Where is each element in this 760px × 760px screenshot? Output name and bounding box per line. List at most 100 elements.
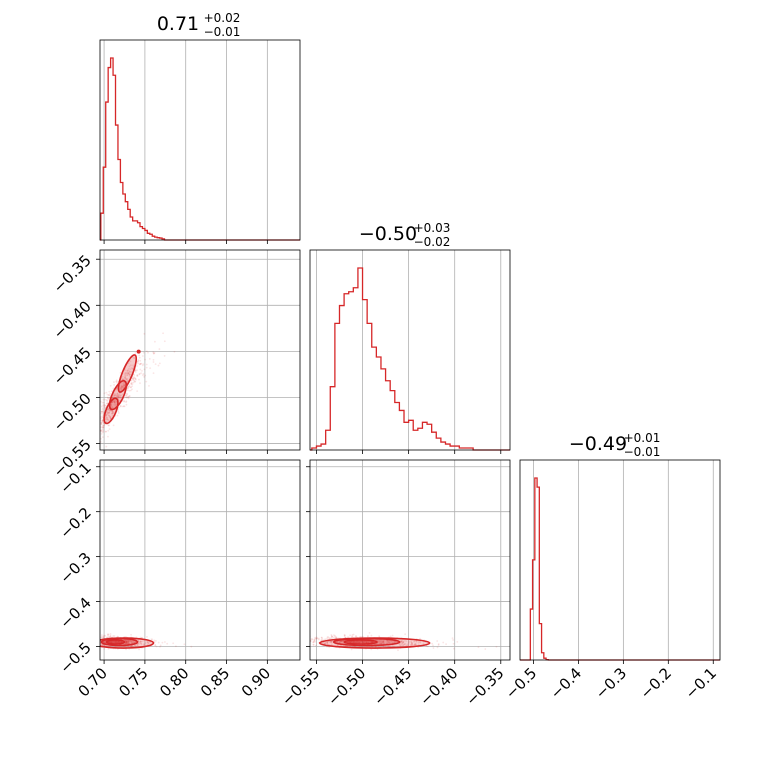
sample-point [138, 373, 141, 376]
sample-point [315, 637, 318, 640]
density-contour [105, 639, 126, 645]
sample-point [114, 389, 117, 392]
sample-point [313, 637, 316, 639]
sample-point [122, 382, 125, 384]
sample-point [313, 639, 316, 642]
sample-point [120, 388, 123, 390]
sample-point [98, 420, 100, 422]
sample-point [104, 635, 106, 637]
sample-point [97, 637, 99, 639]
sample-point [400, 640, 402, 643]
sample-point [125, 378, 128, 381]
sample-point [107, 409, 110, 412]
sample-point [338, 641, 341, 643]
sample-point [111, 405, 114, 408]
sample-point [331, 635, 333, 638]
x-tick-label: −0.55 [278, 664, 323, 709]
sample-point [89, 442, 91, 444]
sample-point [93, 442, 95, 444]
sample-point [136, 644, 139, 647]
sample-point [115, 393, 117, 396]
sample-point [123, 372, 126, 375]
sample-point [330, 640, 333, 643]
sample-point [103, 424, 105, 427]
sample-point [437, 643, 440, 645]
sample-point [106, 418, 109, 421]
sample-point [95, 417, 97, 419]
sample-point [152, 358, 155, 361]
sample-point [370, 648, 373, 651]
sample-point [127, 372, 130, 375]
sample-point [91, 641, 93, 643]
sample-point [145, 366, 148, 369]
sample-point [131, 388, 133, 391]
sample-point [410, 640, 413, 643]
sample-point [382, 640, 385, 643]
sample-point [134, 369, 137, 372]
sample-point [114, 399, 116, 402]
sample-point [142, 351, 145, 354]
sample-point [134, 377, 137, 380]
sample-point [139, 363, 142, 365]
sample-point [402, 644, 404, 647]
sample-point [130, 367, 133, 369]
sample-point [130, 364, 132, 367]
sample-point [86, 640, 88, 642]
sample-point [108, 409, 111, 412]
sample-point [92, 641, 94, 643]
sample-point [106, 412, 109, 415]
sample-point [152, 351, 155, 354]
sample-point [111, 401, 114, 404]
sample-point [127, 395, 130, 398]
sample-point [121, 386, 124, 388]
sample-point [115, 380, 118, 383]
sample-point [377, 640, 380, 643]
sample-point [93, 438, 95, 440]
sample-point [125, 640, 128, 643]
sample-point [109, 633, 112, 635]
sample-point [100, 412, 102, 415]
sample-point [111, 410, 114, 412]
sample-point [484, 648, 487, 650]
sample-point [88, 435, 90, 437]
sample-point [127, 397, 130, 400]
sample-point [335, 636, 338, 639]
sample-point [108, 636, 111, 638]
sample-point [392, 645, 394, 648]
sample-point [388, 640, 390, 643]
sample-point [102, 426, 105, 428]
sample-point [101, 401, 104, 404]
sample-point [166, 642, 169, 645]
sample-point [108, 410, 111, 412]
sample-point [104, 641, 107, 643]
sample-point [102, 641, 105, 643]
sample-point [92, 640, 94, 642]
sample-point [96, 637, 98, 639]
sample-point [93, 437, 95, 439]
sample-point [317, 637, 320, 640]
sample-point [154, 363, 157, 366]
sample-point [128, 639, 130, 642]
sample-point [124, 375, 127, 377]
sample-point [436, 640, 439, 642]
sample-point [124, 371, 127, 374]
sample-point [100, 419, 103, 422]
sample-point [131, 377, 134, 380]
sample-point [113, 401, 116, 404]
sample-point [126, 389, 129, 392]
sample-point [125, 378, 128, 381]
sample-point [404, 642, 407, 645]
sample-point [127, 369, 129, 371]
sample-point [93, 637, 95, 639]
panel-1-0 [88, 250, 300, 450]
sample-point [100, 421, 103, 424]
sample-point [112, 412, 115, 415]
sample-point [153, 351, 156, 354]
sample-point [148, 384, 150, 387]
sample-point [108, 415, 111, 418]
sample-point [139, 368, 142, 371]
sample-point [133, 380, 136, 383]
param-title-minus-1: −0.02 [414, 235, 451, 249]
sample-point [124, 378, 127, 380]
sample-point [98, 641, 100, 643]
